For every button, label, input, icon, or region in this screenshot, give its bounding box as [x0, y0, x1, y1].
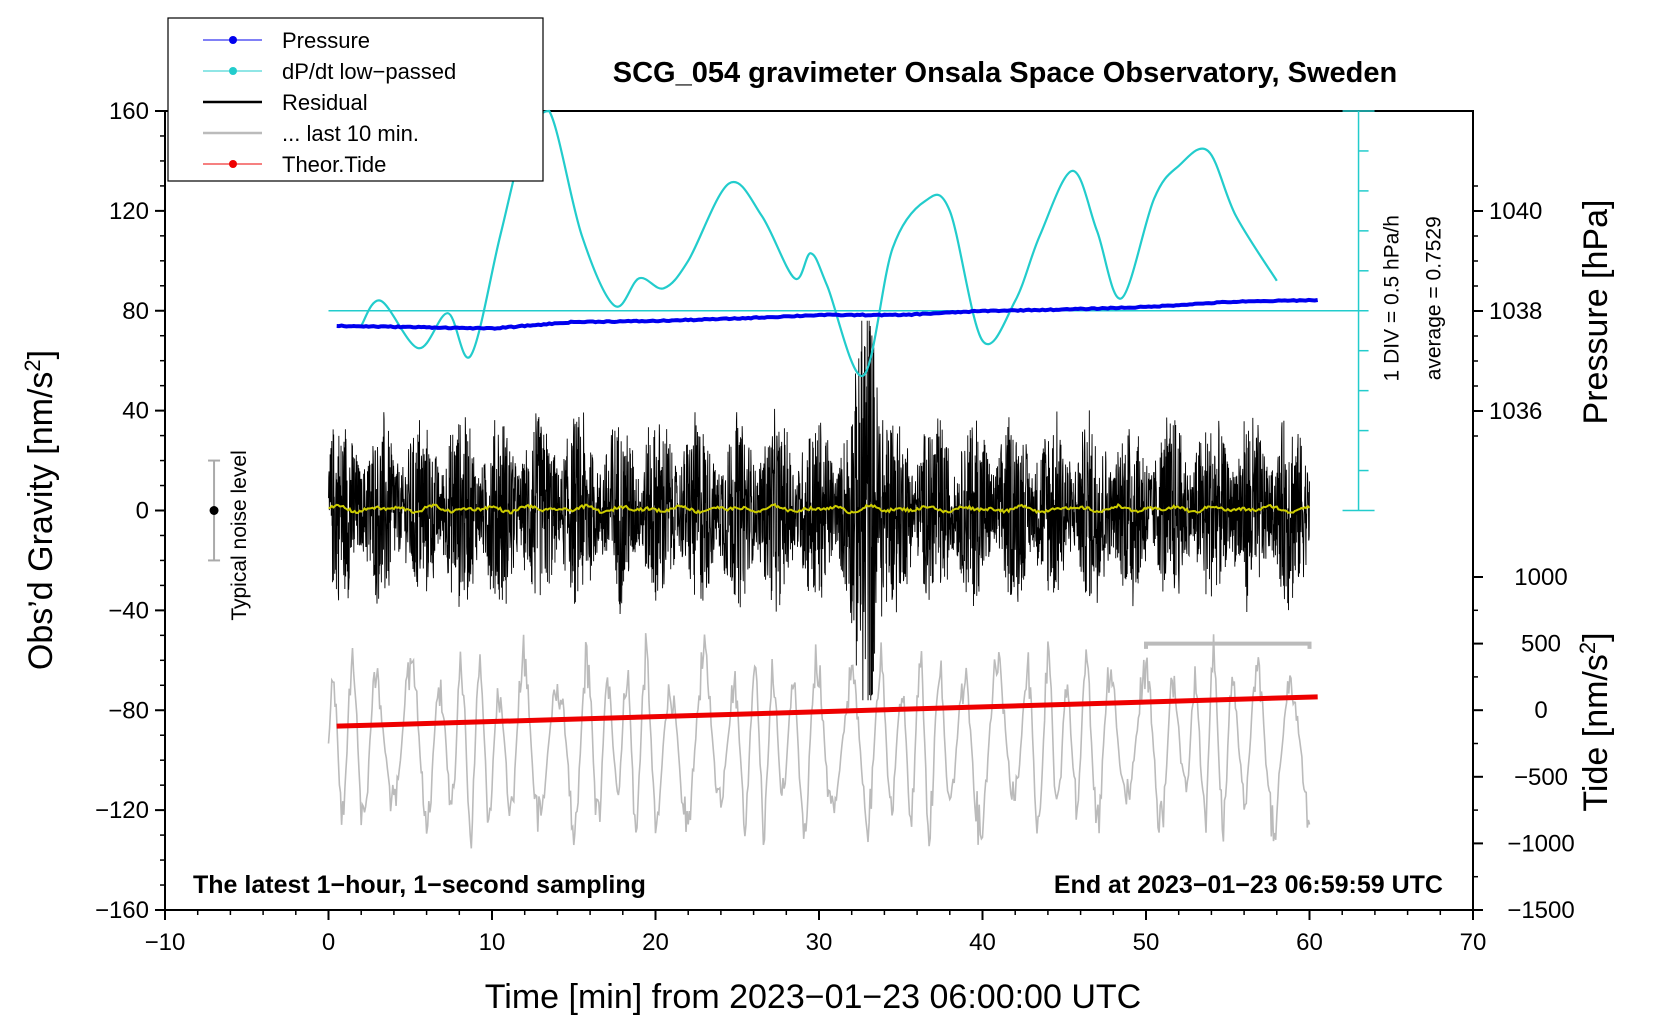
dpdt-average-label: average = 0.7529	[1423, 216, 1446, 380]
x-tick-label: 20	[642, 929, 669, 956]
dpdt-scale: 1 DIV = 0.5 hPa/h average = 0.7529	[1342, 110, 1446, 512]
legend-box	[167, 17, 544, 182]
y-tick-label: 80	[122, 298, 149, 325]
x-tick-label: −10	[145, 929, 186, 956]
tide-tick-label: −1000	[1507, 830, 1574, 857]
legend-label: Theor.Tide	[282, 152, 386, 177]
last10-plateau	[1144, 641, 1312, 649]
y-tick-label: −160	[95, 897, 149, 924]
residual-series	[328, 320, 1310, 701]
y-axis-tide: 1000 500 0 −500 −1000 −1500	[1473, 564, 1575, 924]
dpdt-div-label: 1 DIV = 0.5 hPa/h	[1381, 215, 1404, 381]
x-tick-label: 0	[322, 929, 335, 956]
y-axis-title-gravity-sup: 2	[20, 359, 45, 371]
y-axis-title-tide-end: ]	[1577, 632, 1615, 641]
x-axis-title: Time [min] from 2023−01−23 06:00:00 UTC	[485, 978, 1141, 1016]
y-axis-title-gravity-end: ]	[22, 350, 60, 359]
chart-title: SCG_054 gravimeter Onsala Space Observat…	[613, 57, 1397, 89]
pressure-line	[336, 297, 1319, 331]
y-axis-title-pressure: Pressure [hPa]	[1577, 200, 1615, 425]
sampling-annotation: The latest 1−hour, 1−second sampling	[193, 871, 646, 899]
x-tick-label: 50	[1133, 929, 1160, 956]
y-axis-title-tide: Tide [nm/s2]	[1575, 632, 1616, 811]
legend-label: dP/dt low−passed	[282, 59, 456, 84]
legend-marker	[229, 67, 237, 75]
y-tick-label: 0	[136, 498, 149, 525]
y-tick-label: 160	[109, 98, 149, 125]
x-tick-label: 60	[1296, 929, 1323, 956]
pressure-tick-label: 1036	[1489, 398, 1542, 425]
tide-line	[336, 694, 1318, 729]
legend-label: Residual	[282, 90, 368, 115]
y-tick-label: −40	[108, 597, 149, 624]
pressure-series	[336, 297, 1319, 331]
pressure-tick-label: 1038	[1489, 298, 1542, 325]
y-axis-title-gravity: Obs’d Gravity [nm/s2]	[20, 350, 61, 670]
tide-tick-label: 500	[1521, 631, 1561, 658]
y-axis-title-tide-sup: 2	[1575, 642, 1600, 654]
y-axis-title-tide-main: Tide [nm/s	[1577, 654, 1615, 811]
y-axis-gravity: 160 120 80 40 0 −40 −80 −120 −160	[95, 98, 165, 924]
tide-tick-label: −1500	[1507, 897, 1574, 924]
y-tick-label: −120	[95, 797, 149, 824]
tide-series	[336, 694, 1318, 729]
noise-level-label: Typical noise level	[228, 450, 251, 620]
legend-label: Pressure	[282, 28, 370, 53]
x-tick-label: 30	[806, 929, 833, 956]
tide-tick-label: 1000	[1514, 564, 1567, 591]
pressure-tick-label: 1040	[1489, 198, 1542, 225]
y-axis-title-gravity-main: Obs’d Gravity [nm/s	[22, 372, 60, 671]
legend: Pressure dP/dt low−passed Residual ... last…	[167, 17, 544, 182]
last10-line	[327, 633, 1311, 849]
x-tick-label: 70	[1460, 929, 1487, 956]
x-axis: −10 0 10 20 30 40 50 60 70	[145, 910, 1487, 956]
end-time-annotation: End at 2023−01−23 06:59:59 UTC	[1054, 871, 1443, 899]
y-tick-label: −80	[108, 697, 149, 724]
tide-tick-label: 0	[1534, 697, 1547, 724]
residual-line	[328, 320, 1310, 701]
x-tick-label: 10	[479, 929, 506, 956]
smoothed-residual-series	[328, 503, 1311, 515]
y-axis-pressure: 1040 1038 1036	[1473, 185, 1542, 437]
y-tick-label: 120	[109, 198, 149, 225]
dpdt-line	[360, 109, 1278, 377]
smoothed-residual-line	[328, 503, 1311, 515]
dpdt-series	[328, 109, 1359, 377]
y-tick-label: 40	[122, 398, 149, 425]
last10-series	[327, 633, 1312, 849]
noise-level-bar: Typical noise level	[208, 450, 251, 621]
legend-marker	[229, 36, 237, 44]
legend-marker	[229, 160, 237, 168]
legend-label: ... last 10 min.	[282, 121, 419, 146]
x-tick-label: 40	[969, 929, 996, 956]
tide-tick-label: −500	[1514, 764, 1568, 791]
noise-bar-point	[209, 506, 219, 515]
